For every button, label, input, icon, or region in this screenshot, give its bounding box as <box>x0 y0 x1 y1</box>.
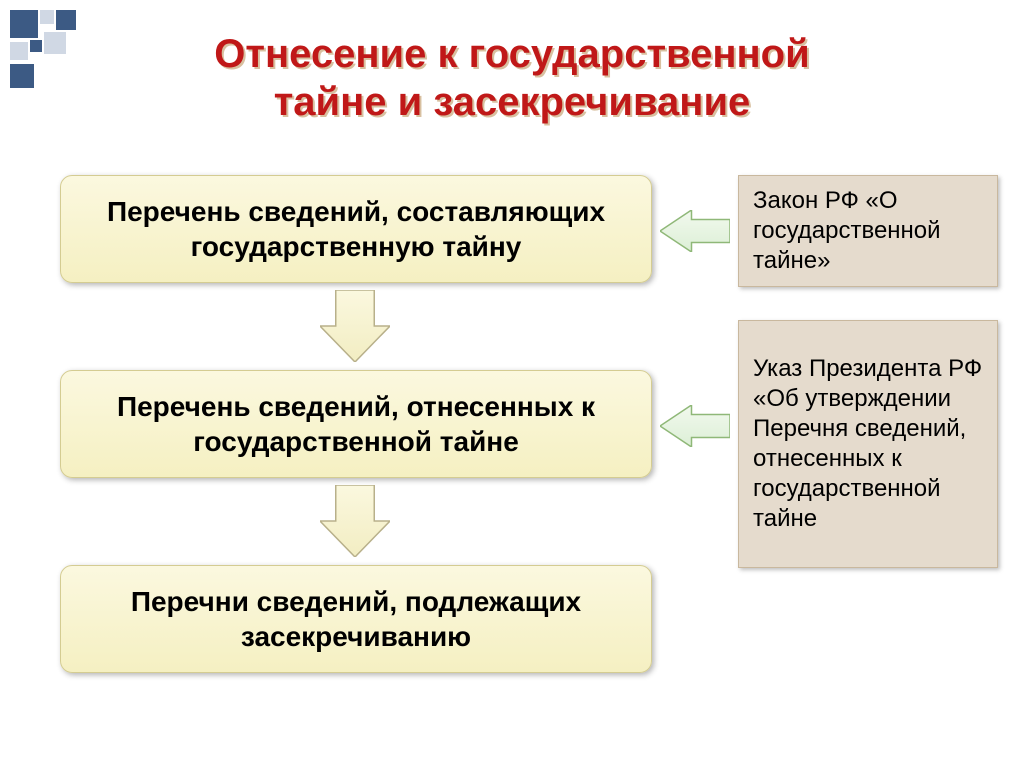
arrow-down-icon <box>320 290 390 367</box>
arrow-left-icon <box>660 405 730 452</box>
source-box-0: Закон РФ «О государственной тайне» <box>738 175 998 287</box>
box-label: Закон РФ «О государственной тайне» <box>753 186 983 276</box>
source-box-1: Указ Президента РФ «Об утверждении Переч… <box>738 320 998 568</box>
box-label: Перечень сведений, составляющих государс… <box>81 194 631 264</box>
box-label: Перечень сведений, отнесенных к государс… <box>81 389 631 459</box>
slide-title: Отнесение к государственной тайне и засе… <box>0 30 1024 126</box>
box-label: Указ Президента РФ «Об утверждении Переч… <box>753 354 983 534</box>
arrow-down-icon <box>320 485 390 562</box>
flowchart-main-box-2: Перечни сведений, подлежащих засекречива… <box>60 565 652 673</box>
flowchart-main-box-1: Перечень сведений, отнесенных к государс… <box>60 370 652 478</box>
box-label: Перечни сведений, подлежащих засекречива… <box>81 584 631 654</box>
flowchart-main-box-0: Перечень сведений, составляющих государс… <box>60 175 652 283</box>
arrow-left-icon <box>660 210 730 257</box>
